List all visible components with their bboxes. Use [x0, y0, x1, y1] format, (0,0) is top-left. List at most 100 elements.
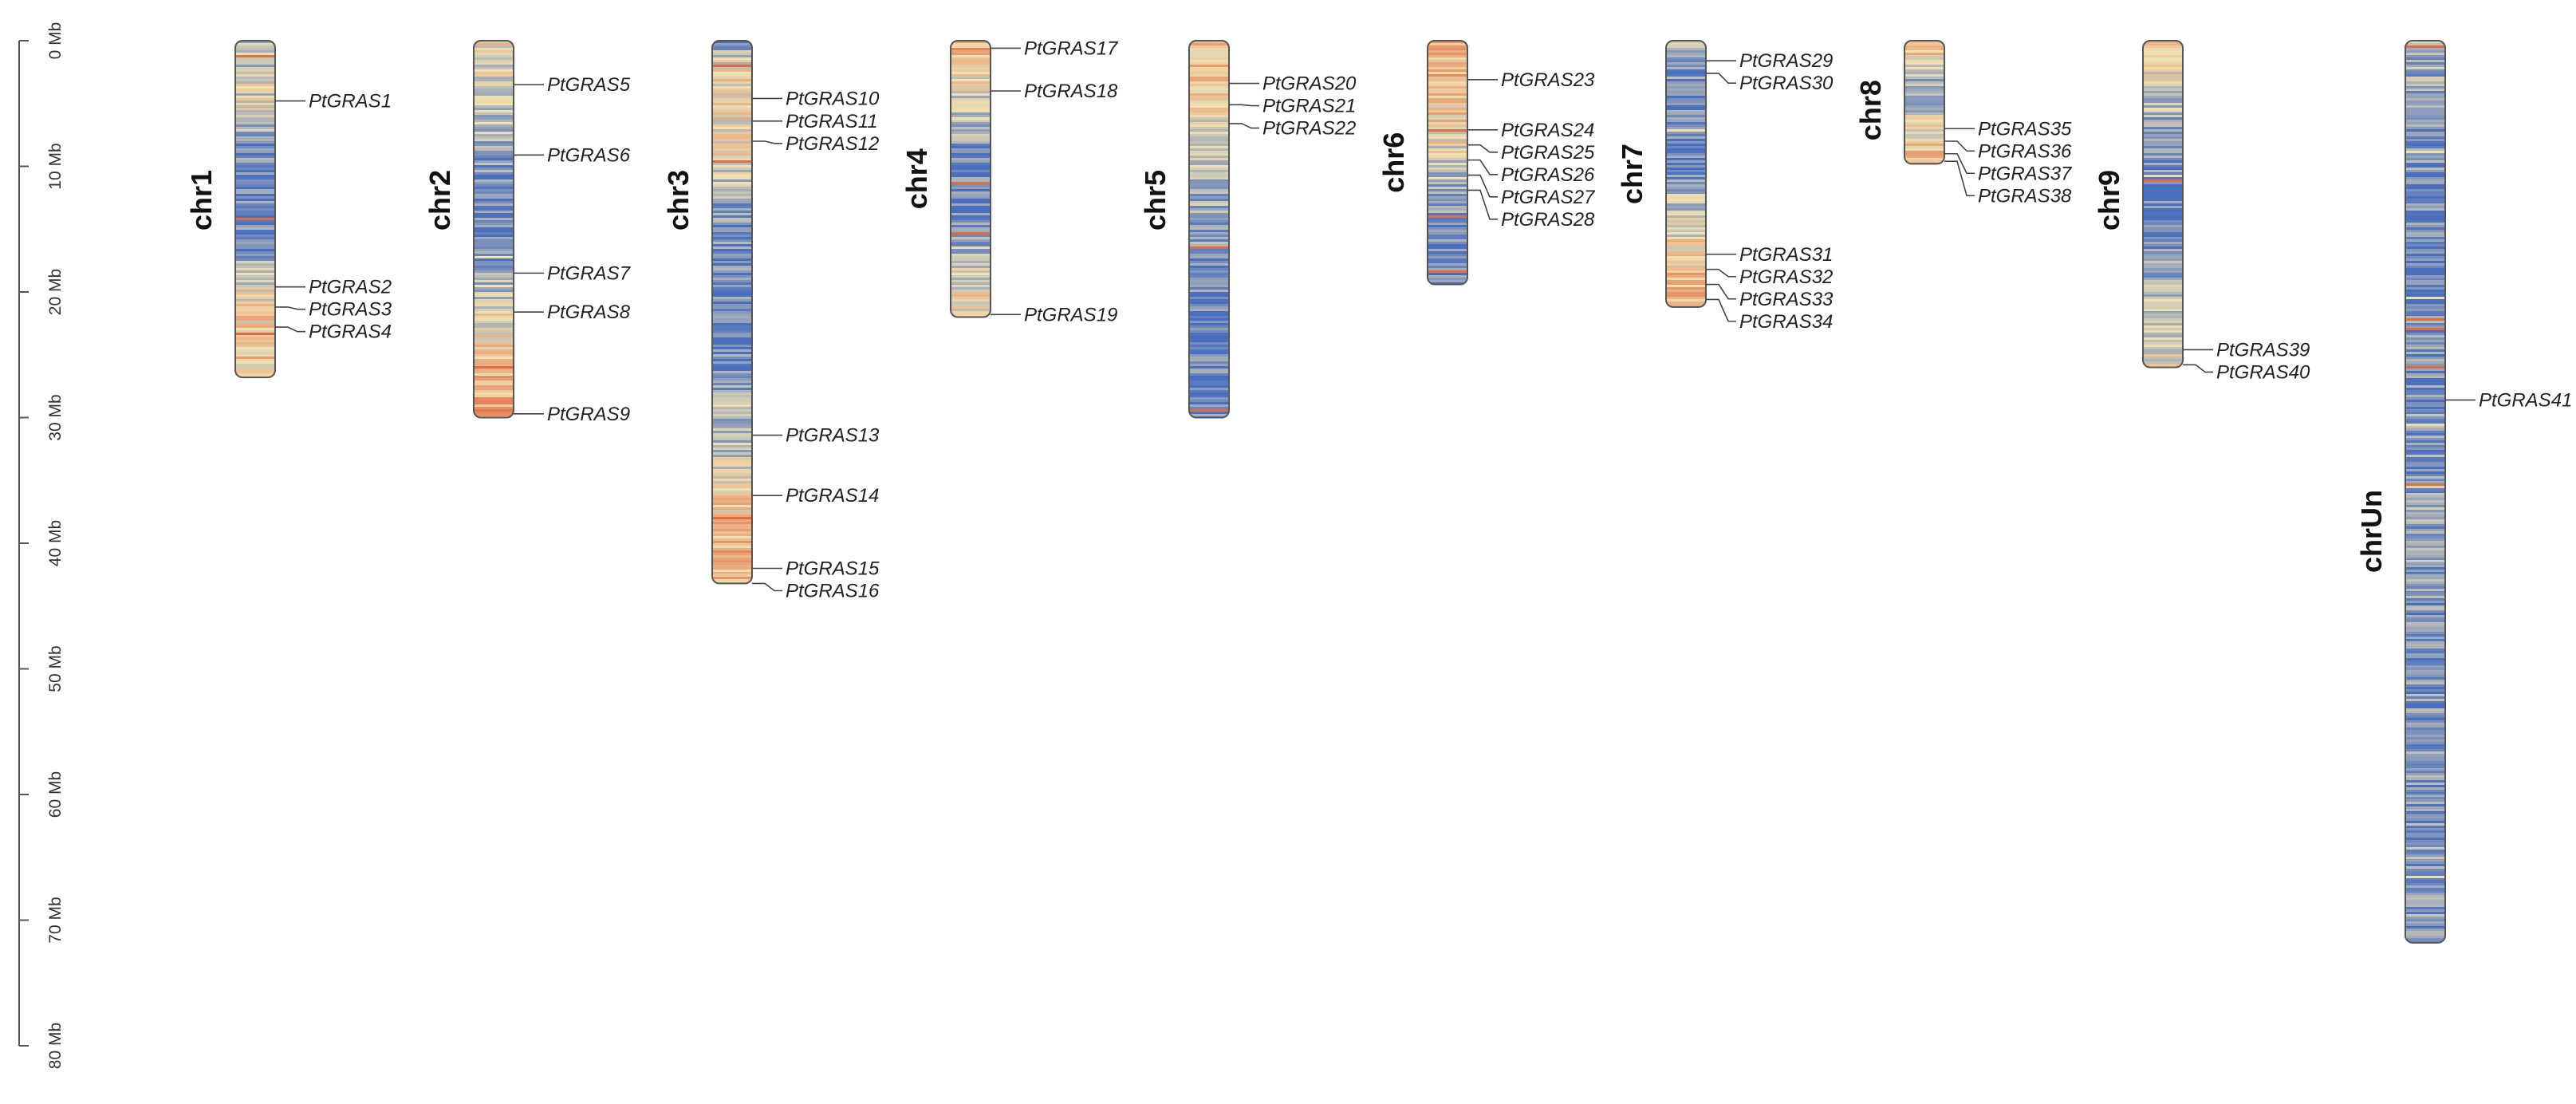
density-band [1189, 124, 1229, 128]
density-band [712, 69, 752, 73]
density-band [2405, 907, 2445, 910]
density-band [235, 261, 275, 264]
density-band [2405, 567, 2445, 570]
density-band [474, 299, 514, 302]
density-band [2405, 275, 2445, 278]
density-band [951, 110, 991, 113]
density-band [2143, 81, 2183, 85]
density-band [1189, 369, 1229, 372]
density-band [712, 445, 752, 448]
density-band [2405, 615, 2445, 618]
density-band [474, 373, 514, 377]
density-band [712, 251, 752, 254]
density-band [2143, 43, 2183, 46]
density-band [712, 424, 752, 427]
density-band [235, 213, 275, 216]
density-band [1189, 373, 1229, 377]
density-band [2143, 223, 2183, 226]
density-band [474, 98, 514, 101]
density-band [2405, 153, 2445, 156]
density-band [474, 151, 514, 154]
density-band [1904, 57, 1944, 61]
density-band [1189, 313, 1229, 317]
density-band [2143, 144, 2183, 147]
density-band [1904, 45, 1944, 49]
density-band [474, 263, 514, 266]
density-band [1428, 225, 1467, 228]
density-band [2405, 914, 2445, 917]
density-band [474, 380, 514, 384]
density-band [474, 392, 514, 396]
density-band [2405, 459, 2445, 463]
density-band [474, 223, 514, 226]
density-band [951, 69, 991, 73]
density-band [235, 294, 275, 298]
gene-label: PtGRAS1 [309, 91, 392, 112]
density-band [1189, 215, 1229, 219]
density-band [235, 263, 275, 266]
density-band [712, 208, 752, 211]
density-band [1189, 72, 1229, 75]
density-band [712, 55, 752, 58]
density-band [951, 246, 991, 250]
density-band [1189, 297, 1229, 300]
density-band [1666, 263, 1706, 266]
gene-label: PtGRAS25 [1501, 142, 1595, 164]
density-band [2405, 553, 2445, 556]
density-band [712, 148, 752, 152]
density-band [1428, 108, 1467, 111]
density-band [474, 304, 514, 307]
density-band [2405, 584, 2445, 587]
density-band [1189, 96, 1229, 99]
density-band [235, 74, 275, 77]
density-band [235, 218, 275, 221]
density-band [2405, 550, 2445, 554]
density-band [2405, 792, 2445, 795]
density-band [235, 168, 275, 171]
density-band [2405, 641, 2445, 645]
density-bands [474, 41, 514, 418]
density-band [712, 280, 752, 283]
density-band [1189, 43, 1229, 46]
density-band [474, 177, 514, 180]
density-band [2405, 696, 2445, 700]
density-band [2143, 110, 2183, 113]
density-band [2405, 134, 2445, 137]
density-band [2405, 129, 2445, 132]
density-band [1428, 139, 1467, 142]
density-band [712, 325, 752, 329]
density-band [951, 208, 991, 211]
density-band [235, 194, 275, 197]
density-band [474, 206, 514, 209]
density-band [712, 321, 752, 324]
density-band [1428, 65, 1467, 68]
density-band [2143, 227, 2183, 231]
density-band [1189, 364, 1229, 367]
density-band [1904, 98, 1944, 101]
density-band [235, 287, 275, 290]
density-band [951, 136, 991, 140]
density-band [951, 79, 991, 82]
density-band [2405, 91, 2445, 94]
density-band [712, 337, 752, 341]
density-band [235, 84, 275, 87]
density-band [1189, 278, 1229, 281]
density-band [1904, 43, 1944, 46]
density-band [474, 256, 514, 259]
density-band [235, 285, 275, 288]
density-band [2405, 483, 2445, 487]
density-band [2143, 203, 2183, 207]
density-band [2405, 806, 2445, 810]
gene-label: PtGRAS38 [1978, 185, 2072, 207]
density-band [1189, 163, 1229, 166]
density-band [2405, 833, 2445, 836]
density-band [2405, 505, 2445, 508]
density-band [2405, 799, 2445, 802]
density-band [712, 139, 752, 142]
density-band [712, 376, 752, 379]
density-band [2405, 364, 2445, 367]
density-band [712, 378, 752, 381]
density-band [1428, 156, 1467, 159]
density-band [474, 67, 514, 70]
